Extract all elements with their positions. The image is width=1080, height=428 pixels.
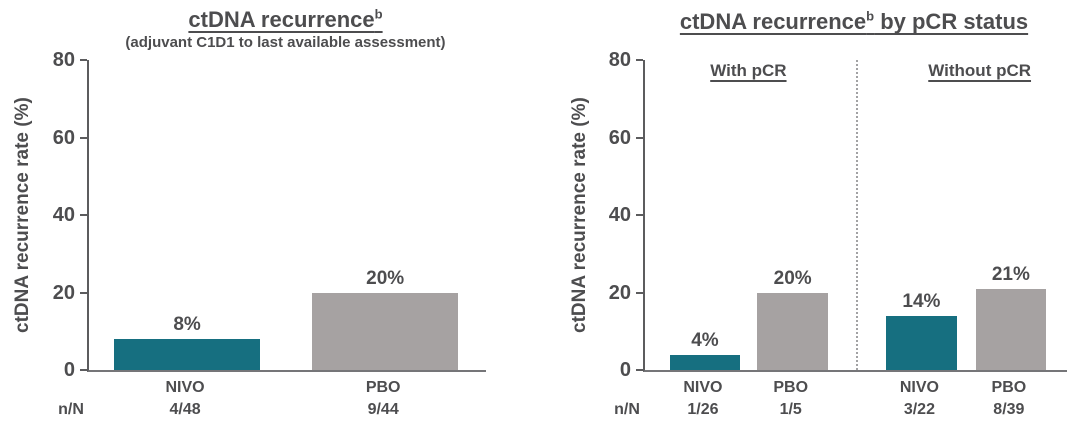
y-axis-tick: [636, 59, 643, 61]
chart-title: ctDNA recurrenceb: [87, 2, 484, 33]
category-labels-row: NIVO PBO: [87, 379, 484, 399]
y-axis-tick-label: 60: [608, 126, 631, 149]
chart-title: ctDNA recurrenceb by pCR status: [643, 4, 1065, 35]
bar-nivo: [886, 315, 957, 370]
bar-value-label: 21%: [991, 263, 1030, 285]
y-axis-tick: [636, 291, 643, 294]
y-axis-tick: [80, 214, 87, 216]
y-axis-tick: [80, 136, 87, 139]
y-axis-tick-label: 60: [52, 126, 75, 149]
y-axis-tick-label: 20: [52, 281, 75, 304]
y-axis-tick-label: 0: [63, 359, 75, 381]
y-axis-tick: [80, 59, 87, 61]
n-over-N-row: 4/48 9/44: [87, 401, 484, 421]
chart-title-superscript: b: [374, 7, 383, 22]
n-over-N-value: 1/26: [687, 401, 719, 418]
chart-title-main: ctDNA recurrence: [679, 9, 867, 35]
n-over-N-value: 9/44: [367, 401, 399, 418]
y-axis-tick: [636, 136, 643, 139]
category-label: PBO: [365, 379, 401, 396]
chart-ctdna-recurrence: ctDNA recurrenceb (adjuvant C1D1 to last…: [0, 0, 515, 428]
category-label: NIVO: [165, 379, 205, 396]
y-axis-tick-label: 20: [608, 281, 631, 304]
bar-value-label: 14%: [902, 290, 941, 312]
bar-nivo: [669, 354, 741, 370]
n-over-N-caption: n/N: [58, 401, 84, 418]
chart-title-rest: by pCR status: [874, 9, 1029, 35]
bar-pbo: [757, 292, 828, 370]
chart-title-superscript: b: [866, 9, 875, 24]
n-over-N-value: 4/48: [169, 401, 201, 418]
group-header: Without pCR: [928, 61, 1032, 80]
bar-nivo: [114, 339, 261, 370]
y-axis-tick: [80, 291, 87, 294]
y-axis-tick-label: 40: [608, 204, 631, 226]
plot-area: 0 20 40 60 80 8% 20%: [53, 50, 486, 380]
y-axis-tick: [636, 369, 643, 371]
n-over-N-value: 1/5: [779, 401, 802, 418]
bar-value-label: 20%: [366, 267, 405, 289]
y-axis-tick-label: 0: [619, 359, 631, 381]
chart-title-main: ctDNA recurrence: [188, 7, 375, 33]
bar-value-label: 4%: [691, 329, 719, 351]
bar-value-label: 20%: [773, 267, 812, 289]
bar-pbo: [312, 292, 459, 370]
n-over-N-row: 1/26 1/5 3/22 8/39: [643, 401, 1065, 421]
n-over-N-value: 3/22: [903, 401, 935, 418]
chart-title-block: ctDNA recurrenceb (adjuvant C1D1 to last…: [87, 2, 484, 52]
chart-title-block: ctDNA recurrenceb by pCR status: [643, 4, 1065, 36]
category-label: PBO: [991, 379, 1027, 396]
y-axis-tick-label: 80: [52, 49, 75, 71]
n-over-N-value: 8/39: [993, 401, 1025, 418]
y-axis-tick: [636, 214, 643, 216]
y-axis-tick: [80, 369, 87, 371]
chart-ctdna-recurrence-by-pcr: ctDNA recurrenceb by pCR status ctDNA re…: [557, 0, 1080, 428]
chart-subtitle: (adjuvant C1D1 to last available assessm…: [125, 34, 446, 52]
category-label: PBO: [773, 379, 809, 396]
category-label: NIVO: [899, 379, 939, 396]
bar-value-label: 8%: [173, 314, 201, 335]
plot-area: 0 20 40 60 80 With pCR 4% 20% Without pCR 14% 21%: [609, 50, 1067, 380]
bar-pbo: [975, 288, 1047, 370]
y-axis-tick-label: 80: [608, 49, 631, 71]
category-label: NIVO: [683, 379, 723, 396]
category-labels-row: NIVO PBO NIVO PBO: [643, 379, 1065, 399]
group-header: With pCR: [710, 61, 787, 80]
n-over-N-caption: n/N: [614, 401, 640, 418]
pcr-group-separator-dotted-line: [856, 60, 858, 370]
y-axis-tick-label: 40: [52, 204, 75, 226]
